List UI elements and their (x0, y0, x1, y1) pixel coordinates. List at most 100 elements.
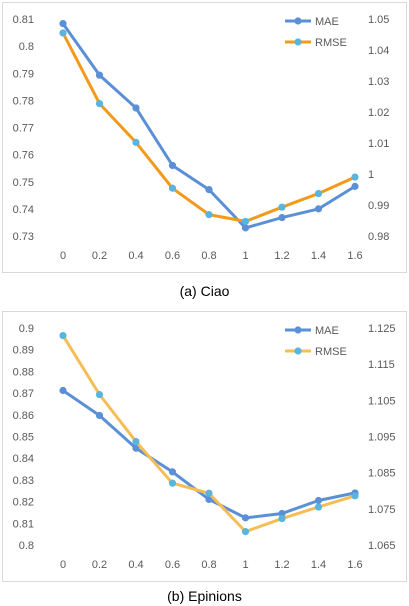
epinions-point-rmse (205, 489, 213, 497)
epinions-point-rmse (95, 390, 104, 399)
ciao-legend-label-rmse: RMSE (315, 37, 347, 49)
ciao-legend-marker-rmse (294, 38, 302, 46)
epinions-xtick: 1 (242, 559, 248, 571)
ciao-point-rmse (168, 184, 177, 192)
epinions-ytick-right: 1.095 (368, 432, 396, 444)
epinions-legend-label-mae: MAE (315, 325, 339, 337)
ciao-ytick-left: 0.81 (13, 14, 34, 26)
epinions-xtick: 0 (60, 559, 66, 571)
ciao-xtick: 1.2 (274, 250, 289, 262)
ciao-ytick-right: 1.05 (368, 14, 389, 26)
ciao-ytick-right: 1 (368, 169, 374, 181)
chart-epinions-plot: 0.80.810.820.830.840.850.860.870.880.890… (13, 323, 396, 571)
epinions-xtick: 1.2 (274, 559, 289, 571)
epinions-ytick-left: 0.88 (13, 366, 34, 378)
ciao-xtick: 0.6 (165, 250, 180, 262)
epinions-ytick-left: 0.82 (13, 497, 34, 509)
ciao-point-rmse (241, 217, 250, 226)
ciao-point-mae (168, 161, 177, 170)
epinions-point-mae (132, 444, 140, 452)
ciao-ytick-left: 0.76 (13, 150, 34, 162)
epinions-ytick-left: 0.84 (13, 453, 34, 465)
epinions-point-mae (95, 411, 104, 420)
epinions-ytick-left: 0.85 (13, 432, 34, 444)
ciao-point-mae (205, 186, 213, 194)
epinions-point-mae (278, 509, 286, 518)
epinions-point-rmse (168, 479, 177, 487)
ciao-ytick-left: 0.79 (13, 68, 34, 80)
epinions-ytick-right: 1.105 (368, 395, 396, 407)
ciao-xtick: 1.4 (311, 250, 326, 262)
ciao-point-rmse (314, 189, 323, 198)
epinions-ytick-right: 1.085 (368, 468, 396, 480)
epinions-legend-marker-mae (294, 326, 302, 334)
epinions-point-mae (168, 468, 177, 476)
ciao-point-mae (95, 71, 104, 79)
epinions-point-rmse (278, 514, 286, 523)
ciao-ytick-right: 1.04 (368, 45, 389, 57)
caption-epinions: (b) Epinions (167, 588, 242, 604)
epinions-xtick: 0.2 (92, 559, 107, 571)
ciao-xtick: 0.2 (92, 250, 107, 262)
ciao-ytick-right: 1.03 (368, 76, 389, 88)
ciao-point-rmse (95, 100, 104, 108)
epinions-xtick: 0.4 (128, 559, 143, 571)
ciao-ytick-left: 0.78 (13, 95, 34, 107)
epinions-point-mae (205, 495, 213, 504)
epinions-point-mae (314, 496, 323, 505)
epinions-point-rmse (351, 492, 359, 500)
epinions-legend-label-rmse: RMSE (315, 346, 347, 358)
epinions-xtick: 0.6 (165, 559, 180, 571)
epinions-ytick-left: 0.83 (13, 475, 34, 487)
epinions-point-mae (59, 386, 67, 395)
ciao-point-rmse (205, 211, 213, 219)
ciao-point-rmse (132, 138, 140, 146)
chart-epinions: 0.8 0.81 0.82 0.83 0.84 0.85 0.86 0.87 0.88 0.89 0… (2, 311, 407, 582)
ciao-point-mae (314, 205, 323, 213)
epinions-point-rmse (314, 503, 323, 511)
caption-ciao: (a) Ciao (179, 283, 230, 299)
epinions-xtick: 0.8 (201, 559, 216, 571)
ciao-ytick-right: 0.98 (368, 231, 389, 243)
epinions-ytick-left: 0.87 (13, 388, 34, 400)
ciao-xtick: 0.4 (128, 250, 143, 262)
ciao-point-mae (278, 213, 286, 222)
epinions-ytick-right: 1.125 (368, 323, 396, 335)
ciao-point-mae (59, 20, 67, 28)
epinions-ytick-right: 1.115 (368, 359, 395, 371)
ciao-point-rmse (59, 29, 67, 37)
ciao-point-mae (241, 224, 250, 232)
epinions-point-mae (241, 514, 250, 522)
epinions-ytick-right: 1.065 (368, 540, 396, 552)
epinions-point-rmse (241, 528, 250, 536)
ciao-ytick-left: 0.75 (13, 177, 34, 189)
ciao-ytick-left: 0.8 (19, 41, 34, 53)
epinions-ytick-left: 0.9 (19, 323, 34, 335)
epinions-xtick: 1.6 (347, 559, 362, 571)
ciao-xtick: 1.6 (347, 250, 362, 262)
epinions-ytick-right: 1.075 (368, 504, 396, 516)
epinions-xtick: 1.4 (311, 559, 326, 571)
epinions-point-rmse (132, 437, 140, 446)
ciao-ytick-left: 0.74 (13, 204, 34, 216)
chart-ciao: 0.73 0.74 0.75 0.76 0.77 0.78 0.79 0.8 0.81 0.98 0… (2, 2, 407, 273)
ciao-ytick-right: 1.01 (368, 138, 389, 150)
epinions-legend-marker-rmse (294, 347, 302, 355)
ciao-point-mae (351, 182, 359, 190)
chart-ciao-plot: 0.730.740.750.760.770.780.790.80.810.980… (13, 14, 390, 262)
epinions-ytick-left: 0.81 (13, 518, 34, 530)
epinions-point-rmse (59, 331, 67, 340)
epinions-ytick-left: 0.89 (13, 345, 34, 357)
epinions-ytick-left: 0.8 (19, 540, 34, 552)
ciao-ytick-left: 0.73 (13, 231, 34, 243)
ciao-ytick-right: 1.02 (368, 107, 389, 119)
epinions-ytick-left: 0.86 (13, 410, 34, 422)
ciao-xtick: 0 (60, 250, 66, 262)
ciao-legend-label-mae: MAE (315, 16, 339, 28)
ciao-point-mae (132, 104, 140, 112)
ciao-point-rmse (278, 203, 286, 211)
ciao-legend-marker-mae (294, 17, 302, 25)
ciao-xtick: 0.8 (201, 250, 216, 262)
ciao-point-rmse (351, 173, 359, 181)
ciao-ytick-left: 0.77 (13, 123, 34, 135)
